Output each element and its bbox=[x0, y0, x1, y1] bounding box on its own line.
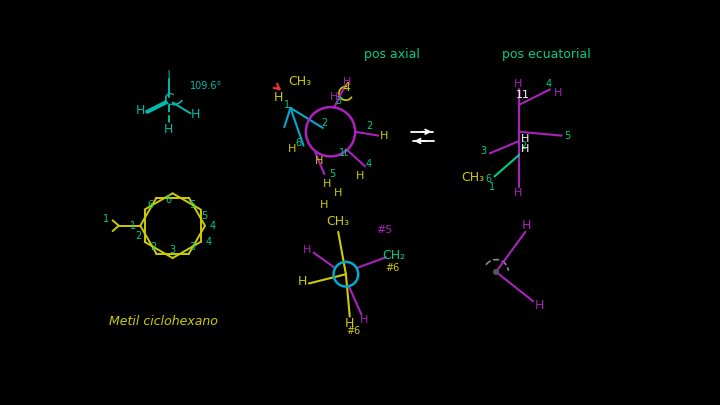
Text: H: H bbox=[164, 123, 174, 136]
Text: H: H bbox=[323, 179, 330, 189]
Text: 2: 2 bbox=[520, 141, 526, 151]
Text: 2: 2 bbox=[366, 121, 372, 130]
Text: CH₂: CH₂ bbox=[382, 249, 405, 262]
Text: 3: 3 bbox=[481, 146, 487, 156]
Text: H: H bbox=[274, 92, 283, 104]
Text: 3: 3 bbox=[335, 96, 341, 106]
Text: 1t: 1t bbox=[339, 148, 349, 158]
Text: #6: #6 bbox=[346, 326, 361, 336]
Text: 2: 2 bbox=[150, 242, 156, 252]
Text: 6: 6 bbox=[485, 175, 492, 185]
Text: CH₃: CH₃ bbox=[462, 171, 485, 184]
Text: H: H bbox=[135, 104, 145, 117]
Text: H: H bbox=[315, 156, 323, 166]
Text: 3: 3 bbox=[189, 242, 195, 252]
Text: H: H bbox=[345, 317, 354, 330]
Text: 5: 5 bbox=[189, 200, 196, 210]
Text: 11: 11 bbox=[516, 90, 530, 100]
Text: 6: 6 bbox=[166, 195, 172, 205]
Text: 3: 3 bbox=[170, 245, 176, 255]
Text: H: H bbox=[521, 134, 529, 145]
Text: 5: 5 bbox=[202, 211, 207, 221]
Text: H: H bbox=[521, 144, 529, 154]
Circle shape bbox=[494, 270, 498, 274]
Text: H: H bbox=[554, 88, 562, 98]
Text: H: H bbox=[522, 219, 531, 232]
Text: pos ecuatorial: pos ecuatorial bbox=[502, 48, 590, 61]
Text: H: H bbox=[298, 275, 307, 288]
Text: H: H bbox=[303, 245, 312, 255]
Text: 1: 1 bbox=[102, 214, 109, 224]
Text: CH₃: CH₃ bbox=[327, 215, 350, 228]
Text: 6: 6 bbox=[148, 200, 153, 210]
Text: H: H bbox=[513, 79, 522, 89]
Text: H: H bbox=[343, 77, 351, 87]
Text: pos axial: pos axial bbox=[364, 48, 420, 61]
Text: 4: 4 bbox=[545, 79, 552, 89]
Text: H: H bbox=[320, 200, 328, 210]
Text: H: H bbox=[356, 171, 364, 181]
Text: 5: 5 bbox=[564, 130, 571, 141]
Text: H: H bbox=[288, 144, 296, 154]
Text: 4: 4 bbox=[210, 221, 216, 231]
Text: H: H bbox=[330, 92, 338, 102]
Text: #5: #5 bbox=[377, 224, 392, 234]
Text: CH₃: CH₃ bbox=[288, 75, 311, 88]
Text: 109.6°: 109.6° bbox=[190, 81, 222, 91]
Text: |: | bbox=[166, 70, 171, 83]
Text: 2: 2 bbox=[321, 117, 328, 128]
Text: Metil ciclohexano: Metil ciclohexano bbox=[109, 315, 217, 328]
Text: 2: 2 bbox=[135, 231, 142, 241]
Text: 6: 6 bbox=[295, 139, 301, 148]
Text: 1: 1 bbox=[130, 222, 137, 232]
Text: H: H bbox=[190, 108, 199, 122]
Text: #6: #6 bbox=[385, 263, 399, 273]
Text: 1: 1 bbox=[284, 100, 289, 110]
Text: C: C bbox=[163, 94, 174, 109]
Text: 1: 1 bbox=[489, 182, 495, 192]
Text: 4: 4 bbox=[366, 159, 372, 169]
Text: H: H bbox=[359, 315, 368, 325]
Text: 4: 4 bbox=[342, 81, 350, 94]
Text: 4: 4 bbox=[205, 237, 212, 247]
Text: H: H bbox=[380, 130, 389, 141]
Text: 5: 5 bbox=[329, 169, 336, 179]
Text: H: H bbox=[334, 188, 343, 198]
Text: H: H bbox=[513, 188, 522, 198]
Text: H: H bbox=[534, 299, 544, 312]
